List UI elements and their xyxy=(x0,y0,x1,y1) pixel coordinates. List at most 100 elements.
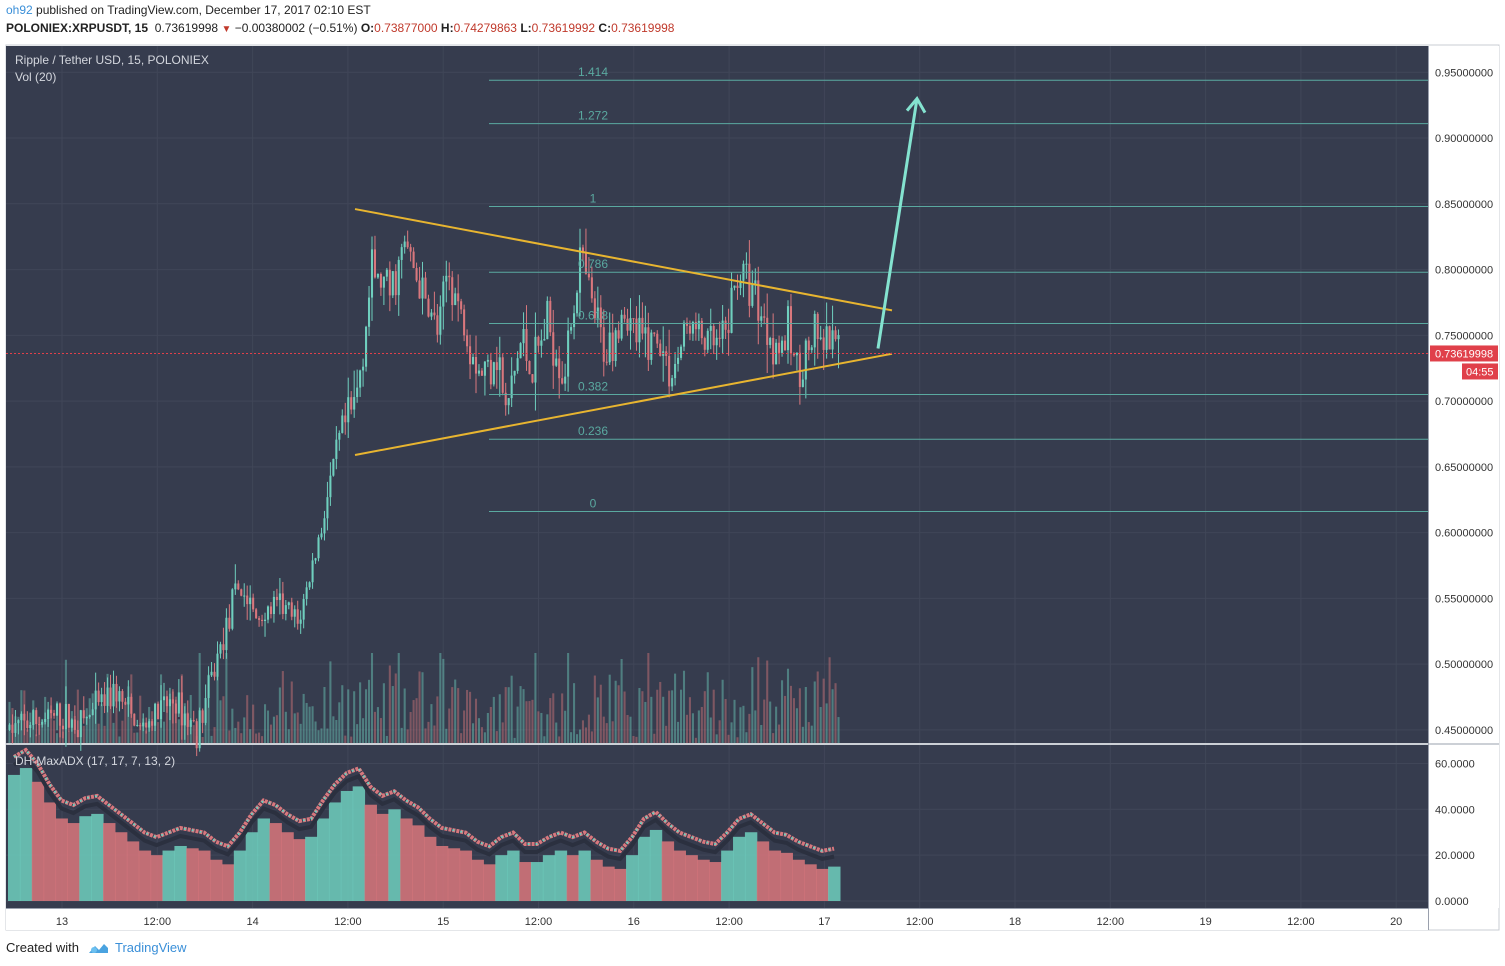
candle-body xyxy=(685,322,689,326)
candle-body xyxy=(807,340,810,351)
indicator-bar xyxy=(721,850,734,901)
tradingview-link[interactable]: TradingView xyxy=(114,940,187,955)
candle-body xyxy=(451,277,454,306)
volume-bar xyxy=(430,704,433,743)
candle-body xyxy=(124,701,127,705)
volume-bar xyxy=(570,732,573,743)
time-axis-pane[interactable] xyxy=(6,909,1428,930)
candle-body xyxy=(23,713,26,721)
publish-info: oh92 published on TradingView.com, Decem… xyxy=(6,3,371,17)
candle-body xyxy=(433,312,436,316)
volume-bar xyxy=(718,720,721,743)
volume-bar xyxy=(772,733,775,743)
indicator-bar xyxy=(126,841,140,901)
candle-body xyxy=(290,602,293,617)
volume-bar xyxy=(466,689,469,743)
indicator-bar xyxy=(174,845,187,901)
candle-body xyxy=(638,317,641,343)
indicator-bar xyxy=(198,850,211,901)
projection-arrow[interactable] xyxy=(876,98,919,349)
indicator-bar xyxy=(114,832,128,901)
volume-bar xyxy=(121,720,124,743)
volume-bar xyxy=(439,653,442,743)
time-tick-label: 14 xyxy=(246,916,258,928)
candle-body xyxy=(739,280,742,289)
candle-body xyxy=(469,346,472,365)
volume-bar xyxy=(469,691,472,743)
volume-bar xyxy=(365,689,368,743)
candle-body xyxy=(822,337,825,350)
fib-level-label: 1 xyxy=(590,191,597,205)
volume-bar xyxy=(26,729,29,743)
volume-bar xyxy=(139,695,142,743)
candle-body xyxy=(480,370,483,376)
price-tick-label: 0.80000000 xyxy=(1435,265,1493,277)
candle-body xyxy=(391,271,394,296)
volume-bar xyxy=(775,706,778,743)
candle-body xyxy=(255,609,258,619)
candle-body xyxy=(91,709,94,716)
volume-bar xyxy=(97,723,100,743)
candle-body xyxy=(772,338,775,365)
candle-body xyxy=(64,703,67,730)
candle-body xyxy=(397,259,400,296)
candle-body xyxy=(733,285,736,288)
volume-bar xyxy=(177,719,180,743)
candle-body xyxy=(599,307,602,328)
candle-body xyxy=(528,361,531,375)
candle-body xyxy=(73,719,76,730)
indicator-bar xyxy=(400,818,413,901)
candle-body xyxy=(362,366,365,371)
volume-bar xyxy=(252,704,255,743)
volume-bar xyxy=(427,721,430,743)
candle-body xyxy=(237,583,240,590)
candle-body xyxy=(17,720,20,724)
volume-bar xyxy=(109,701,112,743)
candle-body xyxy=(697,320,700,330)
volume-bar xyxy=(721,679,724,743)
candle-body xyxy=(590,277,593,299)
candle-body xyxy=(335,439,338,459)
author-link[interactable]: oh92 xyxy=(6,3,33,17)
candle-body xyxy=(415,268,418,281)
indicator-bar xyxy=(376,813,389,901)
volume-bar xyxy=(335,720,338,743)
triangle-upper-trendline[interactable] xyxy=(354,208,893,312)
candle-body xyxy=(819,337,822,340)
candle-body xyxy=(183,713,186,726)
indicator-line-dark xyxy=(12,755,835,862)
volume-bar xyxy=(730,722,733,743)
volume-bar xyxy=(290,681,293,743)
candle-body xyxy=(763,316,766,318)
high-value: 0.74279863 xyxy=(453,21,517,35)
volume-bar xyxy=(338,702,341,743)
volume-bar xyxy=(367,679,371,743)
candle-body xyxy=(382,276,385,288)
triangle-lower-trendline[interactable] xyxy=(354,352,893,456)
candle-body xyxy=(647,327,650,360)
candle-body xyxy=(100,694,103,703)
volume-bar xyxy=(356,724,359,743)
volume-bar xyxy=(471,723,475,743)
candle-body xyxy=(94,690,97,710)
candle-body xyxy=(379,273,382,288)
volume-bar xyxy=(605,723,608,743)
volume-bar xyxy=(347,689,350,743)
indicator-bar xyxy=(756,841,770,901)
volume-bar xyxy=(418,671,421,743)
indicator-bar xyxy=(186,848,199,901)
volume-bar xyxy=(255,733,258,743)
volume-bar xyxy=(816,671,819,743)
volume-bar xyxy=(454,679,457,743)
chart-title: Ripple / Tether USD, 15, POLONIEX xyxy=(15,53,209,67)
price-axis-pane[interactable] xyxy=(1429,46,1499,908)
volume-bar xyxy=(376,707,379,743)
candle-body xyxy=(376,273,379,278)
volume-bar xyxy=(608,674,611,743)
candle-body xyxy=(157,703,160,720)
indicator-bar xyxy=(602,866,615,901)
volume-bar xyxy=(400,727,403,743)
volume-bar xyxy=(359,682,362,743)
candle-body xyxy=(388,269,391,296)
